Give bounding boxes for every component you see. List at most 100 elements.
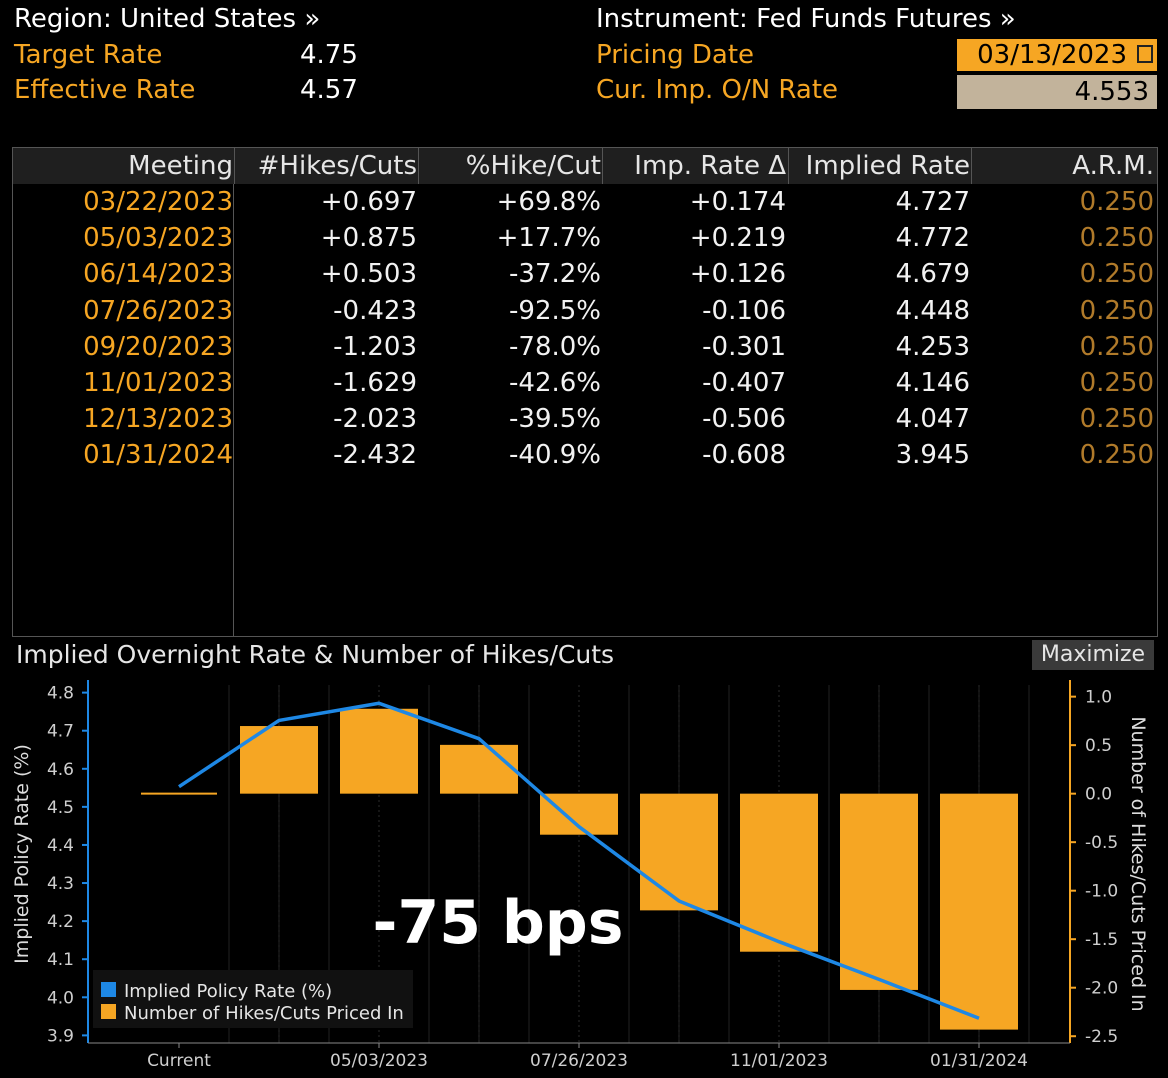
y2-tick-label: 0.0 — [1085, 785, 1112, 805]
cell-implied-rate: 3.945 — [895, 440, 970, 471]
cell-hikes-cuts: -0.423 — [333, 295, 417, 326]
instrument-selector[interactable]: Instrument: Fed Funds Futures » — [596, 4, 1016, 34]
y-tick-label: 4.4 — [47, 836, 74, 856]
column-header-meeting[interactable]: Meeting — [128, 151, 233, 181]
annotation-text: -75 bps — [373, 888, 624, 958]
column-header-arm[interactable]: A.R.M. — [1072, 151, 1154, 181]
table-header: Meeting #Hikes/Cuts %Hike/Cut Imp. Rate Δ Im… — [13, 148, 1157, 184]
cell-hikes-cuts: +0.875 — [320, 223, 417, 254]
bar — [640, 793, 718, 911]
cell-pct-hike-cut: -92.5% — [509, 295, 601, 326]
cell-meeting: 06/14/2023 — [83, 259, 233, 290]
cell-pct-hike-cut: -37.2% — [509, 259, 601, 290]
y-tick-label: 3.9 — [47, 1026, 74, 1046]
effective-rate-label: Effective Rate — [14, 75, 196, 105]
table-row[interactable]: 05/03/2023 +0.875 +17.7% +0.219 4.772 0.250 — [13, 220, 1157, 256]
cell-arm: 0.250 — [1079, 331, 1154, 362]
cell-implied-rate: 4.679 — [895, 259, 970, 290]
cell-pct-hike-cut: -78.0% — [509, 331, 601, 362]
legend-swatch-bar — [101, 1004, 116, 1019]
bar — [840, 793, 918, 990]
cell-meeting: 05/03/2023 — [83, 223, 233, 254]
table-row[interactable]: 09/20/2023 -1.203 -78.0% -0.301 4.253 0.250 — [13, 329, 1157, 365]
pricing-date-input[interactable]: 03/13/2023 — [957, 39, 1157, 71]
bar — [740, 793, 818, 952]
cell-imp-rate-delta: +0.126 — [689, 259, 786, 290]
table-row[interactable]: 03/22/2023 +0.697 +69.8% +0.174 4.727 0.250 — [13, 184, 1157, 220]
cell-arm: 0.250 — [1079, 223, 1154, 254]
cell-hikes-cuts: +0.503 — [320, 259, 417, 290]
calendar-icon[interactable] — [1137, 45, 1153, 63]
x-tick-label: 01/31/2024 — [930, 1051, 1028, 1071]
cell-imp-rate-delta: -0.106 — [702, 295, 786, 326]
column-header-imp-rate-delta[interactable]: Imp. Rate Δ — [634, 151, 786, 181]
y2-tick-label: -0.5 — [1085, 833, 1118, 853]
x-tick-label: Current — [147, 1051, 211, 1071]
cell-pct-hike-cut: -39.5% — [509, 404, 601, 435]
table-row[interactable]: 01/31/2024 -2.432 -40.9% -0.608 3.945 0.250 — [13, 437, 1157, 473]
cur-imp-rate-label: Cur. Imp. O/N Rate — [596, 75, 839, 105]
cell-implied-rate: 4.253 — [895, 331, 970, 362]
y-tick-label: 4.8 — [47, 684, 74, 704]
cell-implied-rate: 4.772 — [895, 223, 970, 254]
maximize-button[interactable]: Maximize — [1032, 640, 1154, 670]
cell-meeting: 12/13/2023 — [83, 404, 233, 435]
cell-implied-rate: 4.047 — [895, 404, 970, 435]
bar — [340, 708, 418, 794]
column-header-hikes-cuts[interactable]: #Hikes/Cuts — [257, 151, 417, 181]
cell-hikes-cuts: -2.432 — [333, 440, 417, 471]
cell-meeting: 07/26/2023 — [83, 295, 233, 326]
table-row[interactable]: 11/01/2023 -1.629 -42.6% -0.407 4.146 0.250 — [13, 365, 1157, 401]
y2-tick-label: -1.0 — [1085, 882, 1118, 902]
cell-arm: 0.250 — [1079, 295, 1154, 326]
meetings-table: Meeting #Hikes/Cuts %Hike/Cut Imp. Rate Δ Im… — [12, 147, 1158, 637]
cell-hikes-cuts: -2.023 — [333, 404, 417, 435]
bar — [440, 744, 518, 794]
y2-tick-label: 1.0 — [1085, 688, 1112, 708]
y2-axis-title: Number of Hikes/Cuts Priced In — [1127, 716, 1149, 1011]
table-row[interactable]: 06/14/2023 +0.503 -37.2% +0.126 4.679 0.250 — [13, 256, 1157, 292]
pricing-date-label: Pricing Date — [596, 40, 755, 70]
y2-tick-label: -2.5 — [1085, 1027, 1118, 1047]
cell-imp-rate-delta: -0.608 — [702, 440, 786, 471]
cell-pct-hike-cut: -40.9% — [509, 440, 601, 471]
y-tick-label: 4.5 — [47, 798, 74, 818]
cur-imp-rate-field[interactable]: 4.553 — [957, 75, 1157, 109]
y-tick-label: 4.1 — [47, 950, 74, 970]
table-row[interactable]: 07/26/2023 -0.423 -92.5% -0.106 4.448 0.250 — [13, 293, 1157, 329]
cell-meeting: 01/31/2024 — [83, 440, 233, 471]
x-tick-label: 07/26/2023 — [530, 1051, 628, 1071]
cell-hikes-cuts: -1.203 — [333, 331, 417, 362]
column-header-implied-rate[interactable]: Implied Rate — [805, 151, 970, 181]
effective-rate-value: 4.57 — [300, 75, 358, 105]
cell-pct-hike-cut: +69.8% — [496, 187, 601, 217]
y-tick-label: 4.2 — [47, 912, 74, 932]
cell-imp-rate-delta: -0.407 — [702, 368, 786, 398]
legend-swatch-line — [101, 982, 116, 997]
y-tick-label: 4.0 — [47, 988, 74, 1008]
cell-imp-rate-delta: +0.219 — [689, 223, 786, 254]
cell-arm: 0.250 — [1079, 368, 1154, 398]
cell-meeting: 03/22/2023 — [83, 187, 233, 217]
cell-pct-hike-cut: -42.6% — [509, 368, 601, 398]
y-tick-label: 4.7 — [47, 722, 74, 742]
column-header-pct-hike-cut[interactable]: %Hike/Cut — [465, 151, 601, 181]
table-row[interactable]: 12/13/2023 -2.023 -39.5% -0.506 4.047 0.250 — [13, 401, 1157, 437]
y-tick-label: 4.3 — [47, 874, 74, 894]
pricing-date-value: 03/13/2023 — [977, 40, 1127, 70]
cell-arm: 0.250 — [1079, 187, 1154, 217]
bar — [240, 726, 318, 794]
cell-imp-rate-delta: -0.301 — [702, 331, 786, 362]
cell-implied-rate: 4.727 — [895, 187, 970, 217]
y-tick-label: 4.6 — [47, 760, 74, 780]
cell-arm: 0.250 — [1079, 259, 1154, 290]
cell-hikes-cuts: -1.629 — [333, 368, 417, 398]
bar — [940, 793, 1018, 1030]
x-tick-label: 05/03/2023 — [330, 1051, 428, 1071]
implied-rate-line — [178, 701, 980, 1020]
y2-tick-label: -1.5 — [1085, 930, 1118, 950]
legend-label-line: Implied Policy Rate (%) — [124, 981, 332, 1002]
y2-tick-label: 0.5 — [1085, 736, 1112, 756]
y-axis-title: Implied Policy Rate (%) — [11, 744, 33, 964]
region-selector[interactable]: Region: United States » — [14, 4, 321, 34]
